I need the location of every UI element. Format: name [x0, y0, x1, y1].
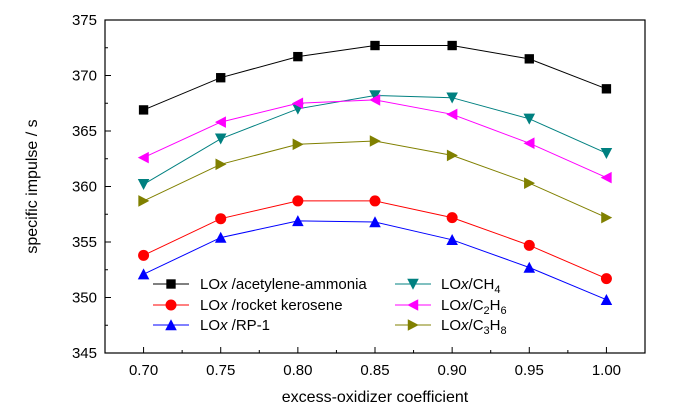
data-point [446, 234, 458, 246]
series-6 [138, 135, 613, 224]
data-point [138, 105, 149, 115]
data-point [369, 135, 381, 147]
x-tick-label: 0.95 [515, 362, 544, 379]
x-tick-label: 0.70 [129, 362, 158, 379]
data-point [369, 195, 381, 207]
legend-label: LOx /rocket kerosene [200, 297, 343, 314]
data-point [524, 177, 536, 189]
y-tick-label: 360 [72, 179, 97, 196]
axes: 345 350 355 360 365 370 375 0.70 0.75 0.80 0.85 0.9… [72, 12, 646, 379]
data-point [523, 113, 536, 125]
data-point [601, 84, 612, 94]
data-point [214, 133, 227, 145]
data-point [369, 94, 381, 106]
data-point [138, 249, 150, 261]
legend: LOx /acetylene-ammonia LOx /rocket kerose… [153, 276, 507, 337]
y-tick-label: 345 [72, 345, 97, 362]
data-point [523, 261, 536, 273]
series-5 [137, 94, 612, 184]
x-tick-label: 1.00 [592, 362, 621, 379]
legend-item: LOx/C3​H8​ [395, 317, 507, 337]
series-3 [137, 215, 613, 305]
legend-item: LOx /RP-1 [153, 317, 270, 334]
legend-label: LOx/C3​H8​ [441, 317, 507, 337]
legend-label: LOx/C2​H6​ [441, 297, 507, 317]
legend-marker [166, 279, 176, 289]
legend-marker [407, 278, 419, 290]
legend-marker [165, 319, 177, 331]
data-point [446, 212, 458, 224]
legend-item: LOx/CH4​ [395, 276, 501, 296]
data-point [523, 137, 535, 149]
data-point [369, 216, 381, 228]
x-axis-title: excess-oxidizer coefficient [282, 389, 469, 406]
data-point [292, 97, 304, 110]
y-tick-label: 355 [72, 234, 97, 251]
data-point [600, 273, 612, 285]
data-point [446, 92, 458, 104]
legend-label: LOx /RP-1 [200, 317, 270, 334]
y-tick-label: 350 [72, 290, 97, 307]
legend-label: LOx/CH4​ [441, 276, 501, 296]
data-point [292, 195, 304, 207]
legend-item: LOx /acetylene-ammonia [153, 276, 367, 293]
legend-marker [165, 299, 177, 311]
data-point [216, 73, 226, 83]
legend-marker [407, 319, 419, 331]
data-point [214, 116, 226, 128]
series-2 [138, 195, 612, 285]
data-point [137, 151, 149, 164]
data-point [523, 239, 535, 251]
series-layer [137, 40, 613, 305]
legend-label: LOx /acetylene-ammonia [200, 276, 367, 293]
x-tick-label: 0.90 [438, 362, 467, 379]
data-point [524, 54, 534, 64]
series-1 [138, 40, 612, 115]
data-point [138, 195, 150, 207]
data-point [137, 268, 150, 280]
data-point [215, 158, 227, 171]
plot-frame [104, 19, 646, 354]
data-point [293, 51, 303, 62]
data-point [370, 40, 380, 51]
y-tick-label: 370 [72, 68, 97, 85]
legend-item: LOx/C2​H6​ [395, 297, 507, 317]
data-point [600, 293, 613, 305]
x-tick-label: 0.75 [206, 362, 235, 379]
y-tick-label: 365 [72, 123, 97, 140]
x-tick-label: 0.80 [283, 362, 312, 379]
y-tick-label: 375 [72, 12, 97, 29]
series-line [143, 200, 607, 280]
data-point [369, 90, 381, 102]
data-point [137, 179, 150, 191]
data-point [600, 147, 613, 159]
data-point [600, 171, 612, 184]
data-point [446, 108, 458, 121]
data-point [601, 211, 613, 224]
y-axis-title: specific impulse / s [24, 119, 41, 253]
data-point [292, 215, 304, 227]
data-point [214, 231, 227, 243]
legend-item: LOx /rocket kerosene [153, 297, 343, 314]
legend-marker [407, 299, 419, 311]
data-point [215, 213, 227, 225]
data-point [446, 149, 458, 162]
data-point [447, 40, 457, 51]
data-point [292, 138, 304, 151]
x-tick-label: 0.85 [360, 362, 389, 379]
